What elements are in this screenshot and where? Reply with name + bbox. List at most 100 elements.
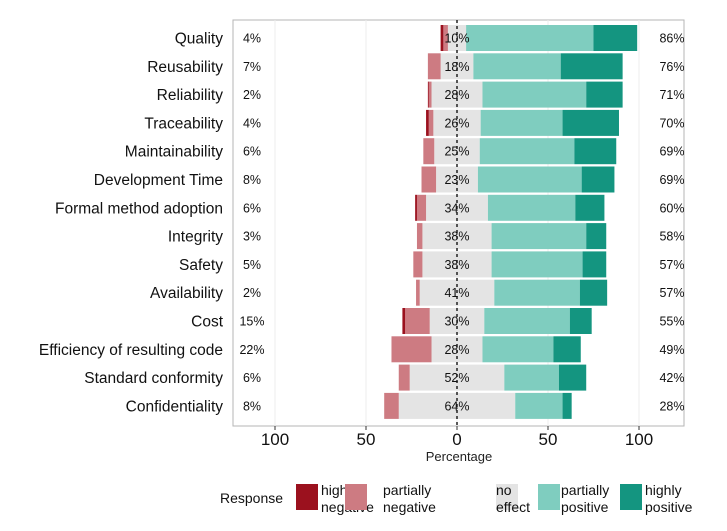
- bar-highly-positive: [581, 166, 615, 193]
- bar-partially-negative: [423, 138, 435, 165]
- bar-highly-positive: [558, 364, 587, 391]
- tick-label: 100: [625, 430, 653, 449]
- negative-percent-label: 4%: [243, 116, 261, 130]
- category-label: Quality: [175, 31, 223, 48]
- bar-partially-negative: [416, 223, 423, 250]
- bar-highly-positive: [586, 81, 623, 108]
- category-label: Reusability: [147, 59, 223, 76]
- positive-percent-label: 71%: [659, 88, 684, 102]
- positive-percent-label: 57%: [659, 258, 684, 272]
- negative-percent-label: 6%: [243, 371, 261, 385]
- positive-percent-label: 69%: [659, 173, 684, 187]
- positive-percent-label: 58%: [659, 230, 684, 244]
- bar-partially-positive: [515, 392, 563, 419]
- legend-label-line2: effect: [496, 499, 530, 515]
- legend-label-line2: positive: [645, 499, 693, 515]
- neutral-percent-label: 34%: [444, 201, 469, 215]
- neutral-percent-label: 26%: [444, 116, 469, 130]
- legend-key-highly-positive: [620, 484, 642, 510]
- x-axis-title: Percentage: [426, 449, 493, 464]
- bar-partially-negative: [427, 53, 441, 80]
- positive-percent-label: 42%: [659, 371, 684, 385]
- legend-label-line2: negative: [383, 499, 436, 515]
- bar-partially-positive: [504, 364, 559, 391]
- legend-label-line2: positive: [561, 499, 609, 515]
- neutral-percent-label: 28%: [444, 343, 469, 357]
- tick-label: 50: [357, 430, 376, 449]
- category-label: Cost: [191, 314, 224, 331]
- bar-highly-negative: [415, 194, 417, 221]
- bar-highly-positive: [582, 251, 607, 278]
- bar-partially-negative: [405, 308, 430, 334]
- neutral-percent-label: 18%: [444, 60, 469, 74]
- bar-partially-positive: [466, 25, 594, 51]
- negative-percent-label: 5%: [243, 258, 261, 272]
- bar-partially-positive: [473, 53, 561, 80]
- negative-percent-label: 6%: [243, 201, 261, 215]
- category-label: Safety: [179, 257, 223, 274]
- positive-percent-label: 76%: [659, 60, 684, 74]
- legend-title: Response: [220, 490, 283, 506]
- negative-percent-label: 4%: [243, 32, 261, 46]
- legend-label-line1: no: [496, 482, 512, 498]
- legend-key-partially-positive: [538, 484, 560, 510]
- bar-partially-positive: [487, 194, 576, 221]
- category-label: Maintainability: [125, 144, 223, 161]
- positive-percent-label: 55%: [659, 315, 684, 329]
- neutral-percent-label: 41%: [444, 286, 469, 300]
- positive-percent-label: 49%: [659, 343, 684, 357]
- category-label: Standard conformity: [84, 370, 223, 387]
- category-label: Efficiency of resulting code: [39, 342, 223, 359]
- bar-partially-negative: [428, 109, 434, 136]
- positive-percent-label: 28%: [659, 399, 684, 413]
- category-label: Reliability: [157, 87, 224, 104]
- bar-highly-positive: [574, 138, 617, 165]
- percentage-labels: 4% 10% 86% 7% 18% 76% 2% 28% 71% 4% 26% 70% 6% 25% 69%…: [239, 32, 684, 414]
- neutral-percent-label: 30%: [444, 315, 469, 329]
- legend-key-no-effect: [496, 484, 518, 510]
- positive-percent-label: 86%: [659, 32, 684, 46]
- bar-partially-negative: [398, 364, 410, 391]
- bar-partially-negative: [416, 279, 420, 306]
- neutral-percent-label: 28%: [444, 88, 469, 102]
- bar-partially-negative: [416, 194, 427, 221]
- bar-highly-positive: [553, 336, 581, 363]
- bar-highly-negative: [426, 109, 429, 136]
- category-label: Availability: [150, 285, 223, 302]
- bar-highly-negative: [402, 308, 406, 334]
- bar-highly-positive: [562, 392, 572, 419]
- legend-label-line1: partially: [561, 482, 609, 498]
- bar-highly-positive: [579, 279, 608, 306]
- legend: Response highlynegativepartiallynegative…: [220, 482, 693, 515]
- tick-label: 50: [539, 430, 558, 449]
- neutral-percent-label: 25%: [444, 145, 469, 159]
- bar-partially-positive: [491, 223, 587, 250]
- neutral-percent-label: 38%: [444, 258, 469, 272]
- neutral-percent-label: 64%: [444, 399, 469, 413]
- bar-highly-negative: [440, 25, 444, 51]
- bar-partially-positive: [479, 138, 575, 165]
- positive-percent-label: 69%: [659, 145, 684, 159]
- legend-key-highly-negative: [296, 484, 318, 510]
- negative-percent-label: 7%: [243, 60, 261, 74]
- negative-percent-label: 8%: [243, 173, 261, 187]
- category-label: Traceability: [144, 115, 223, 132]
- bar-partially-positive: [494, 279, 580, 306]
- x-axis-ticks: 100 50 0 50 100: [261, 426, 653, 449]
- bar-highly-positive: [575, 194, 605, 221]
- bar-highly-positive: [586, 223, 607, 250]
- bar-partially-negative: [443, 25, 448, 51]
- category-label: Development Time: [94, 172, 223, 189]
- legend-key-partially-negative: [345, 484, 367, 510]
- legend-label-line1: highly: [645, 482, 682, 498]
- bars-layer: [384, 25, 638, 419]
- bar-partially-positive: [482, 336, 554, 363]
- negative-percent-label: 15%: [239, 315, 264, 329]
- bar-highly-positive: [560, 53, 623, 80]
- neutral-percent-label: 52%: [444, 371, 469, 385]
- bar-partially-negative: [413, 251, 423, 278]
- bar-partially-positive: [480, 109, 563, 136]
- negative-percent-label: 6%: [243, 145, 261, 159]
- positive-percent-label: 60%: [659, 201, 684, 215]
